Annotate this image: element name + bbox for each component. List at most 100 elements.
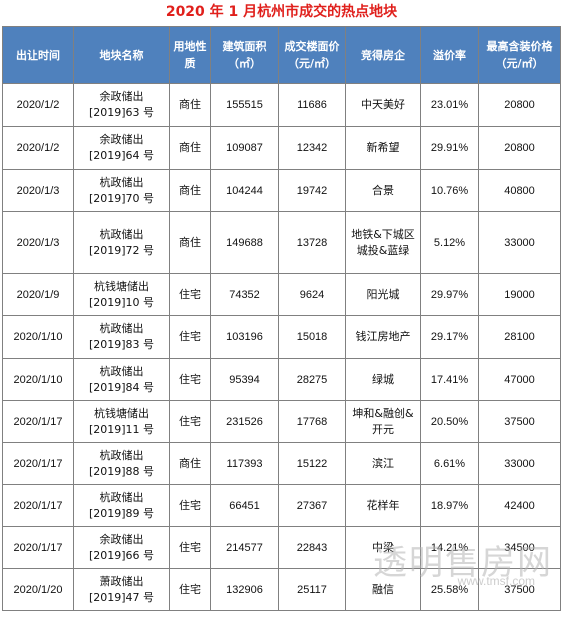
- plot-name-line2: [2019]89 号: [88, 506, 155, 520]
- cell-land-use: 商住: [169, 169, 211, 212]
- cell-land-use: 住宅: [169, 484, 211, 527]
- cell-max-price: 33000: [478, 442, 561, 485]
- cell-date: 2020/1/20: [2, 568, 74, 611]
- cell-premium-rate: 17.41%: [420, 358, 479, 401]
- cell-plot-name: 杭钱塘储出 [2019]10 号: [73, 273, 170, 316]
- cell-max-price: 33000: [478, 211, 561, 274]
- cell-max-price: 40800: [478, 169, 561, 212]
- cell-plot-name: 杭政储出 [2019]70 号: [73, 169, 170, 212]
- cell-premium-rate: 6.61%: [420, 442, 479, 485]
- cell-floor-price: 19742: [278, 169, 346, 212]
- cell-building-area: 109087: [210, 126, 279, 170]
- table-title: 2020 年 1 月杭州市成交的热点地块: [165, 4, 398, 20]
- table-row: 2020/1/2 余政储出 [2019]63 号商住 155515 11686 中天美好 2…: [2, 83, 561, 127]
- cell-developer: 花样年: [345, 484, 421, 527]
- plot-name-line1: 余政储出: [99, 532, 144, 546]
- cell-developer: 坤和&融创&开元: [345, 400, 421, 443]
- cell-premium-rate: 18.97%: [420, 484, 479, 527]
- header-max-price: 最高含装价格（元/㎡）: [478, 26, 561, 84]
- cell-premium-rate: 5.12%: [420, 211, 479, 274]
- plot-name-line2: [2019]64 号: [88, 149, 155, 162]
- cell-land-use: 商住: [169, 211, 211, 274]
- cell-developer: 新希望: [345, 126, 421, 170]
- plot-name-line2: [2019]63 号: [88, 106, 155, 119]
- cell-plot-name: 杭政储出 [2019]89 号: [73, 484, 170, 527]
- cell-developer: 滨江: [345, 442, 421, 485]
- cell-land-use: 商住: [169, 126, 211, 170]
- cell-max-price: 47000: [478, 358, 561, 401]
- cell-developer: 合景: [345, 169, 421, 212]
- plot-name-line2: [2019]70 号: [88, 191, 155, 205]
- cell-plot-name: 余政储出 [2019]64 号: [73, 126, 170, 170]
- cell-date: 2020/1/2: [2, 83, 74, 127]
- table-row: 2020/1/17 杭钱塘储出 [2019]11 号住宅 231526 17768 坤和&…: [2, 400, 561, 443]
- cell-premium-rate: 10.76%: [420, 169, 479, 212]
- plot-name-line2: [2019]83 号: [88, 338, 155, 351]
- cell-land-use: 商住: [169, 83, 211, 127]
- cell-premium-rate: 20.50%: [420, 400, 479, 443]
- plot-name-line2: [2019]47 号: [88, 590, 155, 604]
- cell-premium-rate: 29.91%: [420, 126, 479, 170]
- plot-name-line1: 杭政储出: [99, 448, 144, 462]
- table-row: 2020/1/3 杭政储出 [2019]70 号商住 104244 19742 合景 10.…: [2, 169, 561, 212]
- plot-name-line1: 杭钱塘储出: [94, 279, 149, 293]
- header-plot-name: 地块名称: [73, 26, 170, 84]
- cell-floor-price: 25117: [278, 568, 346, 611]
- cell-land-use: 住宅: [169, 273, 211, 316]
- cell-date: 2020/1/10: [2, 315, 74, 359]
- cell-land-use: 商住: [169, 442, 211, 485]
- table-row: 2020/1/3 杭政储出 [2019]72 号商住 149688 13728 地铁&下城…: [2, 211, 561, 274]
- cell-max-price: 19000: [478, 273, 561, 316]
- plot-name-line1: 杭钱塘储出: [94, 406, 149, 420]
- plot-name-line2: [2019]84 号: [88, 380, 155, 394]
- cell-floor-price: 17768: [278, 400, 346, 443]
- header-land-use: 用地性质: [169, 26, 211, 84]
- cell-developer: 中梁: [345, 526, 421, 569]
- cell-building-area: 66451: [210, 484, 279, 527]
- cell-date: 2020/1/17: [2, 526, 74, 569]
- cell-developer: 融信: [345, 568, 421, 611]
- cell-land-use: 住宅: [169, 400, 211, 443]
- cell-building-area: 74352: [210, 273, 279, 316]
- table-row: 2020/1/9 杭钱塘储出 [2019]10 号住宅 74352 9624 阳光城 29.…: [2, 273, 561, 316]
- table-row: 2020/1/2 余政储出 [2019]64 号 商住 109087 12342 新希望 29…: [2, 126, 561, 170]
- cell-land-use: 住宅: [169, 568, 211, 611]
- cell-developer: 绿城: [345, 358, 421, 401]
- cell-building-area: 149688: [210, 211, 279, 274]
- cell-floor-price: 27367: [278, 484, 346, 527]
- cell-developer: 地铁&下城区城投&蓝绿: [345, 211, 421, 274]
- cell-max-price: 28100: [478, 315, 561, 359]
- plot-name-line2: [2019]72 号: [88, 243, 155, 257]
- cell-land-use: 住宅: [169, 315, 211, 359]
- plot-name-line1: 杭政储出: [99, 322, 144, 335]
- cell-land-use: 住宅: [169, 358, 211, 401]
- cell-developer: 阳光城: [345, 273, 421, 316]
- header-floor-price: 成交楼面价（元/㎡）: [278, 26, 346, 84]
- cell-floor-price: 15122: [278, 442, 346, 485]
- header-building-area: 建筑面积（㎡）: [210, 26, 279, 84]
- cell-floor-price: 28275: [278, 358, 346, 401]
- plot-name-line1: 余政储出: [99, 90, 144, 103]
- table-row: 2020/1/10 杭政储出 [2019]83 号 住宅 103196 15018 钱江房地…: [2, 315, 561, 359]
- cell-building-area: 214577: [210, 526, 279, 569]
- plot-name-line2: [2019]10 号: [88, 295, 155, 309]
- cell-building-area: 231526: [210, 400, 279, 443]
- cell-date: 2020/1/3: [2, 169, 74, 212]
- cell-land-use: 住宅: [169, 526, 211, 569]
- land-deal-table: 出让时间 地块名称 用地性质 建筑面积（㎡） 成交楼面价（元/㎡） 竞得房企 溢…: [2, 26, 561, 611]
- cell-date: 2020/1/17: [2, 442, 74, 485]
- cell-max-price: 20800: [478, 83, 561, 127]
- header-premium-rate: 溢价率: [420, 26, 479, 84]
- cell-floor-price: 13728: [278, 211, 346, 274]
- watermark-url: www.tmsf.com: [457, 574, 535, 588]
- cell-plot-name: 杭政储出 [2019]83 号: [73, 315, 170, 359]
- cell-floor-price: 12342: [278, 126, 346, 170]
- cell-developer: 钱江房地产: [345, 315, 421, 359]
- table-row: 2020/1/17 杭政储出 [2019]88 号商住 117393 15122 滨江 6.…: [2, 442, 561, 485]
- plot-name-line1: 杭政储出: [99, 364, 144, 378]
- cell-floor-price: 11686: [278, 83, 346, 127]
- cell-floor-price: 9624: [278, 273, 346, 316]
- cell-premium-rate: 25.58%: [420, 568, 479, 611]
- plot-name-line2: [2019]66 号: [88, 548, 155, 562]
- cell-premium-rate: 14.21%: [420, 526, 479, 569]
